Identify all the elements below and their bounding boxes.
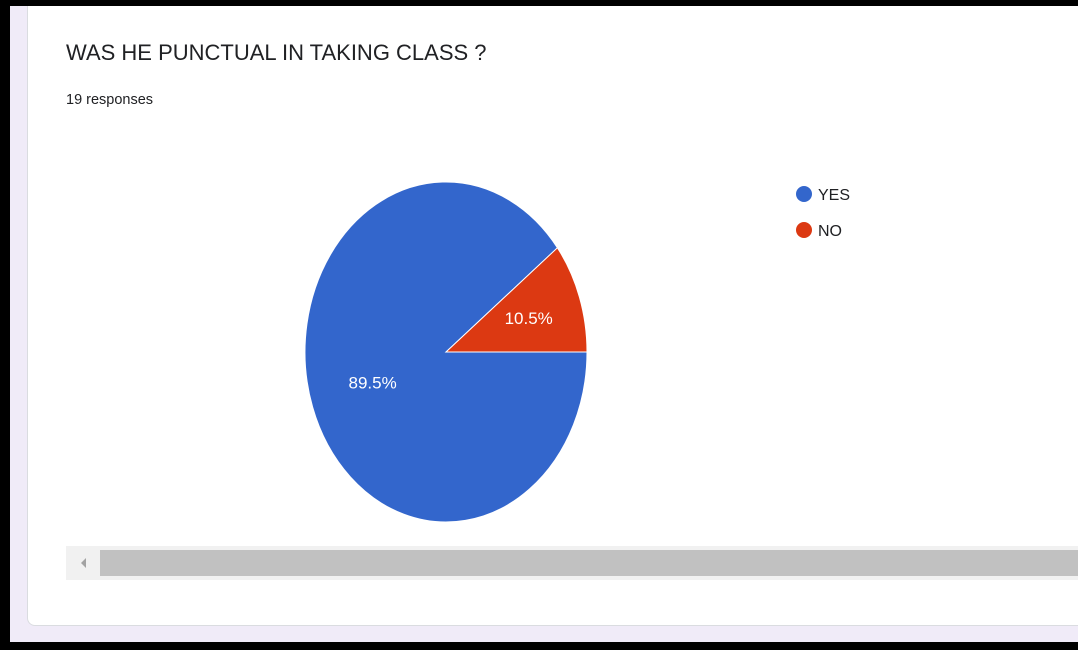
legend-label-yes: YES (818, 187, 850, 204)
page-frame: WAS HE PUNCTUAL IN TAKING CLASS ? 19 res… (10, 6, 1078, 642)
scroll-left-button[interactable] (66, 546, 100, 580)
legend-item-yes[interactable]: YES (796, 186, 850, 204)
horizontal-scrollbar[interactable] (66, 546, 1078, 580)
response-count: 19 responses (66, 92, 154, 108)
legend-swatch-yes (796, 186, 812, 202)
scroll-thumb[interactable] (100, 550, 1078, 576)
question-card: WAS HE PUNCTUAL IN TAKING CLASS ? 19 res… (27, 6, 1078, 626)
pie-chart: 89.5% 10.5% YES NO (304, 181, 850, 523)
chevron-left-icon (80, 558, 86, 568)
pie-slice-no[interactable] (444, 247, 588, 353)
slice-label-no: 10.5% (505, 309, 553, 328)
legend-label-no: NO (818, 223, 842, 240)
slice-label-yes: 89.5% (349, 373, 397, 392)
legend-swatch-no (796, 222, 812, 238)
legend-item-no[interactable]: NO (796, 222, 842, 240)
question-title: WAS HE PUNCTUAL IN TAKING CLASS ? (66, 40, 487, 65)
